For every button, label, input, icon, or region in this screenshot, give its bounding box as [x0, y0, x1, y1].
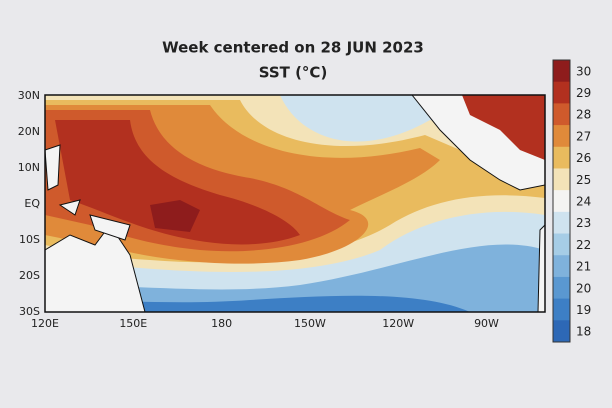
- colorbar-label: 23: [576, 216, 591, 230]
- colorbar-label: 25: [576, 173, 591, 187]
- colorbar-label: 28: [576, 108, 591, 122]
- colorbar-label: 24: [576, 195, 591, 209]
- colorbar-segment: [553, 320, 570, 343]
- colorbar-label: 21: [576, 260, 591, 274]
- lat-label: EQ: [24, 197, 40, 210]
- colorbar-segment: [553, 190, 570, 213]
- lat-label: 10S: [19, 233, 40, 246]
- lon-label: 120E: [31, 317, 59, 330]
- map-frame: [44, 94, 546, 313]
- colorbar-label: 18: [576, 325, 591, 339]
- colorbar-label: 22: [576, 238, 591, 252]
- lat-label: 30N: [18, 89, 40, 102]
- colorbar: 30 29 28 27 26 25 24 23 22 21 20 19 18: [552, 59, 591, 343]
- colorbar-label: 20: [576, 281, 591, 295]
- land-australia: [45, 224, 146, 312]
- sst-band: [150, 200, 200, 232]
- colorbar-segment: [553, 211, 570, 235]
- lon-label: 180: [211, 317, 232, 330]
- land-islands: [45, 144, 131, 241]
- lon-label: 90W: [474, 317, 499, 330]
- colorbar-segment: [553, 146, 570, 169]
- colorbar-label: 27: [576, 129, 591, 143]
- colorbar-segment: [553, 60, 570, 83]
- lat-label: 20N: [18, 125, 40, 138]
- lat-label: 30S: [19, 305, 40, 318]
- colorbar-segment: [553, 168, 570, 191]
- sst-band: [55, 120, 300, 245]
- colorbar-label: 26: [576, 151, 591, 165]
- colorbar-segment: [553, 125, 570, 148]
- colorbar-segment: [553, 103, 570, 126]
- lat-label: 10N: [18, 161, 40, 174]
- sst-band: [462, 95, 545, 160]
- lat-label: 20S: [19, 269, 40, 282]
- colorbar-segment: [553, 298, 570, 321]
- colorbar-frame: [552, 59, 571, 343]
- colorbar-segment: [553, 233, 570, 256]
- colorbar-segment: [553, 81, 570, 104]
- lon-label: 120W: [382, 317, 414, 330]
- lon-label: 150E: [119, 317, 147, 330]
- title: Week centered on 28 JUN 2023: [162, 39, 424, 57]
- colorbar-label: 29: [576, 86, 591, 100]
- lon-label: 150W: [294, 317, 326, 330]
- colorbar-segment: [553, 276, 570, 300]
- land-south-america: [537, 224, 545, 312]
- subtitle: SST (°C): [259, 64, 328, 82]
- colorbar-label: 30: [576, 64, 591, 78]
- sst-field: [45, 95, 545, 312]
- colorbar-segment: [553, 255, 570, 278]
- colorbar-label: 19: [576, 303, 591, 317]
